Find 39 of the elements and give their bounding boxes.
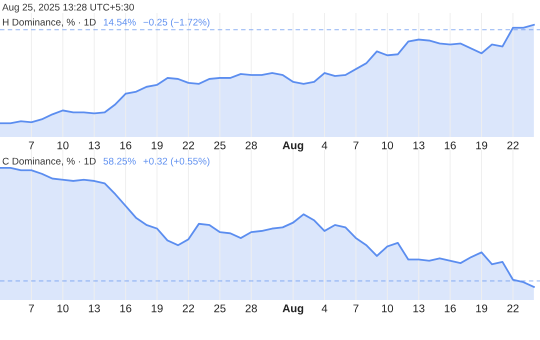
x-tick-label: 22 — [507, 141, 519, 150]
x-tick-label: 19 — [476, 304, 488, 312]
x-tick-label: 13 — [88, 141, 100, 150]
chart-title: H Dominance, % · 1D — [2, 18, 96, 27]
annotation: 14.54% — [104, 18, 136, 26]
annotation: −0.25 (−1.72%) — [144, 18, 210, 28]
x-tick-label: 16 — [444, 304, 456, 312]
x-tick-label: 7 — [28, 304, 34, 312]
text: 58.25% — [104, 158, 136, 165]
x-tick-label: Aug — [282, 304, 304, 315]
x-tick-label: 25 — [214, 304, 226, 312]
x-tick-label: 10 — [382, 141, 394, 150]
x-tick-label: 10 — [57, 141, 69, 150]
x-tick-label: 7 — [353, 304, 358, 312]
x-tick-label: 28 — [246, 304, 257, 312]
x-tick-label: 10 — [382, 304, 394, 312]
x-tick-label: 13 — [88, 304, 100, 312]
x-tick-label: 4 — [322, 142, 328, 150]
x-tick-label: 13 — [413, 141, 424, 150]
x-tick-label: 22 — [182, 141, 194, 150]
x-tick-label: 22 — [507, 304, 519, 312]
x-tick-label: 16 — [120, 304, 132, 312]
text: Aug 25, 2025 13:28 UTC+5:30 — [2, 4, 134, 13]
x-tick-label: 25 — [214, 141, 226, 150]
x-tick-label: 7 — [353, 142, 358, 150]
x-tick-label: 16 — [444, 141, 456, 150]
x-tick-label: 19 — [476, 141, 488, 150]
x-tick-label: 22 — [182, 304, 194, 312]
x-tick-label: 16 — [120, 141, 132, 150]
x-tick-label: 4 — [322, 304, 328, 312]
x-tick-label: 19 — [152, 304, 163, 312]
x-tick-label: 10 — [57, 304, 69, 312]
x-tick-label: 7 — [28, 142, 34, 150]
x-tick-label: 19 — [152, 141, 163, 150]
text: +0.32 (+0.55%) — [144, 157, 210, 167]
x-tick-label: 28 — [246, 141, 257, 150]
x-tick-label: 13 — [413, 304, 424, 312]
x-tick-label: Aug — [282, 142, 304, 152]
chart-title: C Dominance, % · 1D — [2, 157, 96, 166]
